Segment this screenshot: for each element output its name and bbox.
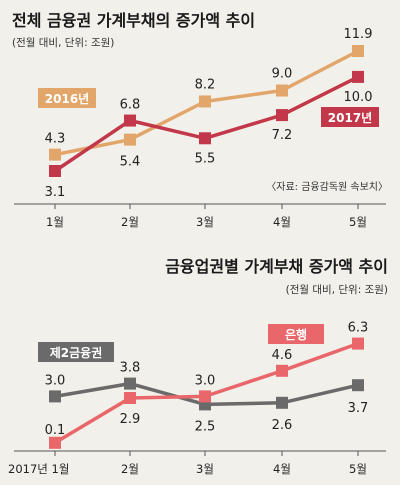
chart2-data-label: 3.0 (45, 373, 66, 388)
chart1-data-label: 4.3 (45, 132, 66, 147)
chart2-x-tick-label: 5월 (349, 462, 367, 476)
chart-household-debt-by-sector: 금융업권별 가계부채 증가액 추이 (전월 대비, 단위: 조원) 2017년 … (0, 240, 400, 485)
chart1-legend-2016-box (38, 88, 96, 108)
chart1-data-label: 3.1 (45, 185, 66, 200)
chart2-data-point (199, 390, 211, 403)
chart1-title: 전체 금융권 가계부채의 증가액 추이 (12, 11, 255, 30)
chart2-data-point (276, 364, 288, 377)
chart2-legend-nonbank-box (38, 342, 114, 362)
chart2-data-point (49, 390, 61, 403)
chart1-data-point (199, 95, 211, 108)
chart2-data-label: 3.0 (195, 373, 216, 388)
chart2-x-tick-label: 4월 (273, 462, 291, 476)
chart1-data-label: 7.2 (272, 128, 293, 143)
chart2-data-point (352, 337, 364, 350)
chart2-data-label: 4.6 (272, 348, 293, 363)
chart1-x-tick-label: 4월 (273, 215, 291, 229)
chart1-data-label: 5.4 (120, 155, 141, 170)
chart2-x-tick-label: 2월 (121, 462, 139, 476)
chart2-svg: 금융업권별 가계부채 증가액 추이 (전월 대비, 단위: 조원) 2017년 … (8, 257, 388, 476)
chart1-data-label: 10.0 (344, 90, 373, 105)
chart1-data-point (276, 109, 288, 122)
chart1-legend-2017: 2017년 (328, 111, 372, 125)
chart2-legend-bank-box (268, 324, 324, 344)
chart1-data-point (124, 114, 136, 127)
chart1-data-label: 6.8 (120, 98, 141, 113)
chart1-data-point (49, 148, 61, 161)
chart2-x-tick-label: 3월 (196, 462, 214, 476)
chart1-data-label: 5.5 (195, 151, 216, 166)
chart1-data-point (352, 70, 364, 83)
chart2-subtitle: (전월 대비, 단위: 조원) (286, 283, 388, 296)
chart2-data-label: 3.8 (120, 361, 141, 376)
chart2-data-point (124, 377, 136, 390)
chart2-data-label: 6.3 (348, 321, 369, 336)
chart2-legend-bank: 은행 (285, 327, 307, 342)
chart2-data-point (124, 392, 136, 404)
chart1-data-point (276, 84, 288, 97)
chart1-lines (49, 45, 364, 177)
chart2-data-point (49, 436, 61, 449)
chart2-data-point (276, 396, 288, 409)
chart2-legend-nonbank: 제2금융권 (50, 345, 103, 360)
chart1-subtitle: (전월 대비, 단위: 조원) (12, 36, 114, 49)
chart1-data-label: 9.0 (272, 67, 293, 82)
chart1-data-point (124, 133, 136, 146)
chart2-data-label: 2.9 (120, 412, 141, 427)
chart2-lines (49, 337, 364, 449)
chart2-ticks: 2017년 1월 2월 3월 4월 5월 (8, 451, 367, 476)
chart2-data-point (352, 379, 364, 392)
chart2-data-label: 2.5 (195, 419, 216, 434)
chart1-legend-2016: 2016년 (45, 92, 89, 106)
chart1-x-tick-label: 5월 (349, 215, 367, 229)
chart2-data-label: 0.1 (45, 423, 66, 438)
chart1-x-tick-label: 3월 (196, 215, 214, 229)
chart1-data-point (199, 132, 211, 145)
chart1-svg: 전체 금융권 가계부채의 증가액 추이 (전월 대비, 단위: 조원) 〈자료:… (12, 11, 388, 229)
chart1-labels: 4.3 5.4 8.2 9.0 11.9 3.1 6.8 5.5 7.2 10.0 (45, 27, 373, 200)
chart1-x-tick-label: 1월 (46, 215, 64, 229)
chart-total-household-debt: 전체 금융권 가계부채의 증가액 추이 (전월 대비, 단위: 조원) 〈자료:… (0, 0, 400, 240)
chart1-legend-2017-box (321, 107, 379, 127)
chart2-data-label: 2.6 (272, 418, 293, 433)
chart1-data-label: 11.9 (344, 27, 373, 42)
chart1-source: 〈자료: 금융감독원 속보치〉 (266, 181, 388, 193)
chart1-ticks: 1월 2월 3월 4월 5월 (46, 204, 367, 229)
chart2-x-tick-label: 2017년 1월 (8, 462, 69, 476)
chart2-labels: 3.0 3.8 2.5 2.6 3.7 0.1 2.9 3.0 4.6 6.3 (45, 321, 369, 438)
chart1-data-point (49, 165, 61, 177)
chart1-data-label: 8.2 (195, 77, 216, 92)
chart1-x-tick-label: 2월 (121, 215, 139, 229)
chart2-data-label: 3.7 (348, 401, 369, 416)
chart1-data-point (352, 45, 364, 57)
chart2-title: 금융업권별 가계부채 증가액 추이 (165, 257, 388, 276)
